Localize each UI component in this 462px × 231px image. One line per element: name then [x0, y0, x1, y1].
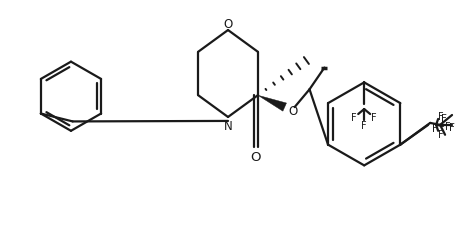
Text: F: F — [352, 112, 357, 122]
Text: F: F — [371, 112, 377, 122]
Text: F: F — [432, 123, 438, 133]
Text: F: F — [445, 121, 451, 131]
Text: O: O — [224, 18, 233, 30]
Text: F: F — [361, 120, 367, 130]
Text: F: F — [441, 113, 447, 123]
Text: F: F — [449, 122, 455, 132]
Text: O: O — [250, 150, 261, 163]
Text: N: N — [224, 120, 232, 133]
Text: F: F — [438, 112, 444, 122]
Polygon shape — [258, 96, 286, 112]
Text: O: O — [288, 104, 297, 117]
Text: F: F — [438, 129, 444, 139]
